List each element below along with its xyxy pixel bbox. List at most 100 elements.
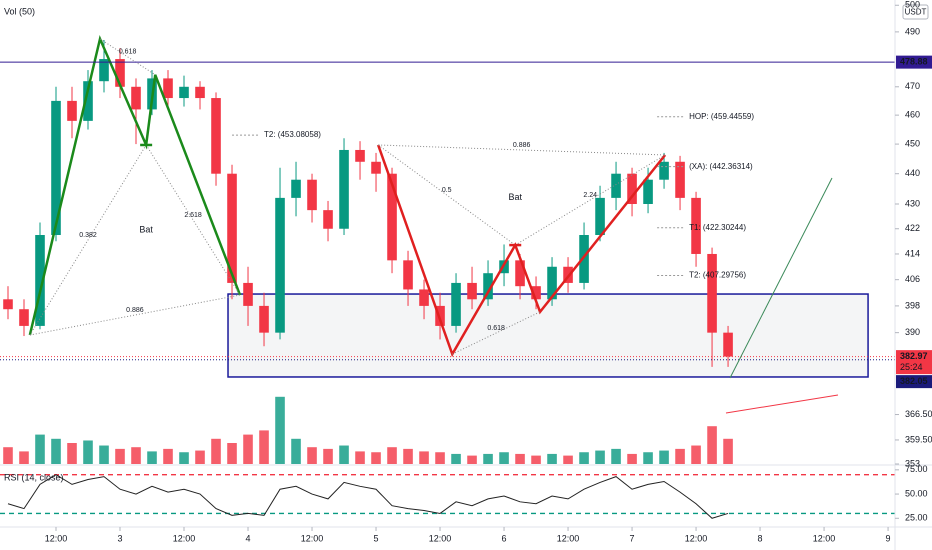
candle-body [3, 299, 13, 310]
price-label: 382.97 [900, 351, 928, 361]
y-tick-label: 353 [905, 458, 920, 468]
pattern-ratio: 2.618 [184, 212, 202, 219]
pattern-ratio: 0.382 [79, 232, 97, 239]
pattern-ratio: 2.24 [583, 192, 597, 199]
candle-body [531, 286, 541, 300]
candle-body [131, 86, 141, 110]
volume-bar [291, 438, 301, 464]
candle-body [643, 179, 653, 204]
candle-body [371, 161, 381, 174]
currency-badge [902, 4, 929, 20]
candle-body [723, 332, 733, 357]
volume-bar [275, 396, 285, 464]
x-tick-label: 4 [246, 533, 251, 543]
volume-bar [115, 448, 125, 464]
volume-bar [211, 438, 221, 464]
y-tick-label: 422 [905, 223, 920, 233]
volume-bar [659, 450, 669, 464]
price-label-box [896, 55, 932, 69]
candle-body [259, 305, 269, 333]
candle-body [227, 173, 237, 283]
price-label-box [896, 375, 932, 389]
candle-body [179, 86, 189, 99]
x-tick-label: 8 [758, 533, 763, 543]
candle-body [115, 59, 125, 87]
x-tick-label: 6 [502, 533, 507, 543]
rsi-tick-label: 50.00 [905, 488, 928, 498]
candle-body [675, 161, 685, 198]
y-tick-label: 490 [905, 26, 920, 36]
volume-bar [259, 430, 269, 464]
volume-bar [19, 451, 29, 464]
candle-body [243, 282, 253, 306]
volume-bar [99, 445, 109, 464]
volume-bar [595, 450, 605, 464]
x-tick-label: 5 [374, 533, 379, 543]
candle-body [323, 210, 333, 229]
x-tick-label: 12:00 [301, 533, 324, 543]
y-tick-label: 390 [905, 327, 920, 337]
price-label-box [896, 350, 932, 375]
pattern-ratio: 0.618 [119, 49, 137, 56]
pattern-ratio-line [514, 154, 666, 246]
candle-body [291, 179, 301, 198]
volume-bar [531, 455, 541, 464]
volume-label: Vol (50) [4, 6, 35, 16]
candle-body [515, 260, 525, 287]
target-label: T1: (422.30244) [689, 223, 746, 232]
pattern-name: Bat [139, 224, 153, 234]
candle-body [387, 173, 397, 261]
volume-bar [611, 448, 621, 464]
y-tick-label: 470 [905, 81, 920, 91]
volume-bar [579, 452, 589, 464]
pattern-ratio: 0.886 [513, 142, 531, 149]
pattern-ratio-line [145, 144, 241, 296]
candle-body [67, 100, 77, 121]
y-tick-label: 414 [905, 248, 920, 258]
volume-bar [675, 448, 685, 464]
volume-bar [227, 443, 237, 464]
candle-body [83, 81, 93, 121]
x-tick-label: 12:00 [685, 533, 708, 543]
pattern-ratio: 0.5 [442, 187, 452, 194]
volume-bar [419, 451, 429, 464]
candle-body [467, 282, 477, 300]
volume-bar [707, 426, 717, 464]
candle-body [659, 161, 669, 180]
x-tick-label: 12:00 [173, 533, 196, 543]
volume-bar [307, 447, 317, 464]
volume-bar [195, 450, 205, 464]
volume-bar [131, 447, 141, 464]
candle-body [403, 260, 413, 290]
candle-body [275, 197, 285, 333]
volume-bar [355, 451, 365, 464]
volume-bar [435, 452, 445, 464]
candle-body [355, 149, 365, 162]
candle-body [307, 179, 317, 211]
volume-bar [515, 453, 525, 464]
y-tick-label: 500 [905, 0, 920, 10]
candle-body [99, 59, 109, 82]
countdown: 25:24 [900, 362, 923, 372]
rsi-line [7, 474, 729, 519]
volume-bar [563, 455, 573, 464]
candle-body [691, 197, 701, 254]
y-tick-label: 398 [905, 300, 920, 310]
volume-bar [483, 453, 493, 464]
y-tick-label: 440 [905, 168, 920, 178]
candle-body [339, 149, 349, 229]
volume-bar [339, 445, 349, 464]
target-label: T2: (407.29756) [689, 271, 746, 280]
volume-bar [467, 455, 477, 464]
pattern-ratio-line [99, 38, 156, 76]
rsi-tick-label: 75.00 [905, 464, 928, 474]
currency: USDT [905, 8, 927, 17]
price-label: 478.88 [900, 57, 928, 67]
volume-bar [691, 445, 701, 464]
zone [227, 293, 869, 378]
target-label: T2: (453.08058) [264, 130, 321, 139]
volume-bar [67, 443, 77, 464]
volume-bar [163, 448, 173, 464]
